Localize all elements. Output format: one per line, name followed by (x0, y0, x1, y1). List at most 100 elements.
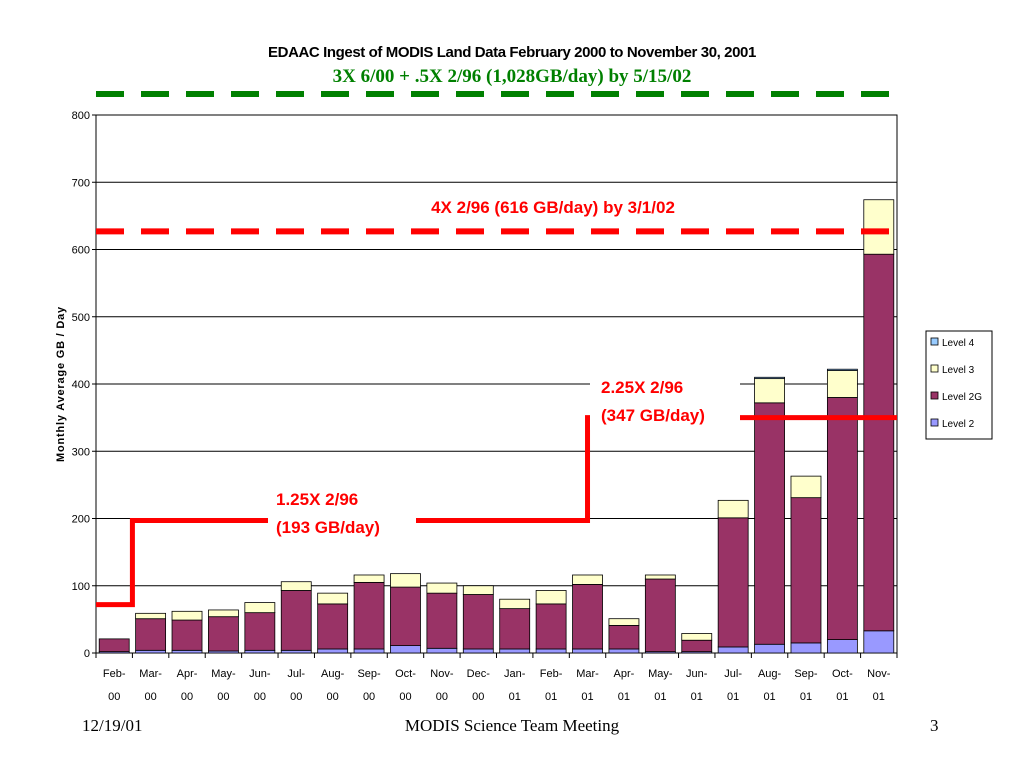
bar-segment-level-2 (353, 648, 385, 654)
bar-segment-level-2 (608, 648, 640, 654)
bar-segment-level-3 (135, 612, 167, 620)
bar-segment-level-3 (681, 633, 713, 641)
annotation-125x-line1: 1.25X 2/96 (276, 490, 358, 509)
x-tick-label: Feb- (540, 668, 563, 680)
bar-segment-level-2g (572, 584, 603, 650)
y-tick-label: 600 (72, 245, 90, 257)
legend-swatch-level-2 (930, 418, 939, 427)
bar-segment-level-2g (317, 603, 349, 650)
x-tick-label: 01 (618, 691, 630, 703)
y-tick-label: 400 (72, 379, 90, 391)
x-tick-label: Sep- (794, 668, 818, 680)
bar-segment-level-3 (499, 598, 531, 610)
x-tick-label: 01 (836, 691, 848, 703)
x-tick-label: Nov- (867, 668, 891, 680)
x-tick-label: Mar- (576, 668, 599, 680)
bar-segment-level-2 (717, 646, 749, 654)
x-tick-label: 00 (327, 691, 339, 703)
y-tick-label: 700 (72, 177, 90, 189)
bar-segment-level-2 (280, 649, 312, 654)
x-tick-label: 01 (800, 691, 812, 703)
bar-segment-level-2g (353, 581, 385, 650)
annotation-box-225x (590, 372, 740, 430)
legend-label-level-3: Level 3 (942, 365, 975, 376)
bar-segment-level-3 (462, 585, 494, 595)
bar-segment-level-2 (535, 648, 567, 654)
bar-segment-level-2g (244, 612, 276, 651)
bar-segment-level-3 (790, 475, 822, 499)
bar-segment-level-2g (98, 638, 130, 653)
bar-segment-level-3 (754, 378, 785, 404)
y-axis-label: Monthly Average GB / Day (55, 306, 67, 462)
bar-segment-level-2g (717, 517, 749, 648)
x-tick-label: 01 (873, 691, 885, 703)
bar-segment-level-2 (863, 630, 895, 654)
bar-segment-level-2g (135, 618, 167, 651)
x-tick-label: 00 (472, 691, 484, 703)
bar-segment-level-2 (317, 648, 349, 654)
bar-segment-level-2g (790, 497, 822, 644)
bar-segment-level-2g (462, 594, 494, 650)
x-tick-label: 01 (763, 691, 775, 703)
x-tick-label: May- (648, 668, 673, 680)
footer-page-number: 3 (930, 716, 939, 735)
bar-segment-level-3 (826, 370, 858, 398)
bar-segment-level-3 (608, 618, 640, 626)
x-tick-label: 01 (691, 691, 703, 703)
bar-segment-level-4 (754, 376, 785, 380)
bar-segment-level-2g (390, 586, 421, 647)
x-tick-label: 00 (363, 691, 375, 703)
bar-segment-level-2 (499, 648, 531, 654)
y-tick-label: 0 (84, 648, 90, 660)
x-tick-label: 00 (181, 691, 193, 703)
x-tick-label: Jul- (287, 668, 305, 680)
bar-segment-level-2g (426, 592, 458, 649)
bar-segment-level-3 (353, 574, 385, 583)
x-tick-label: Dec- (467, 668, 491, 680)
bar-segment-level-4 (826, 368, 858, 371)
x-tick-label: 01 (545, 691, 557, 703)
bar-segment-level-2 (390, 645, 421, 654)
x-tick-label: Oct- (832, 668, 853, 680)
x-tick-label: 00 (254, 691, 266, 703)
x-tick-label: Jan- (504, 668, 526, 680)
bar-segment-level-3 (717, 499, 749, 519)
y-tick-label: 500 (72, 312, 90, 324)
x-tick-label: Apr- (177, 668, 198, 680)
chart-title: EDAAC Ingest of MODIS Land Data February… (268, 44, 756, 61)
bar-segment-level-2g (535, 603, 567, 650)
x-tick-label: Jul- (724, 668, 742, 680)
bar-segment-level-2 (244, 649, 276, 654)
legend-label-level-2: Level 2 (942, 419, 975, 430)
y-tick-label: 300 (72, 446, 90, 458)
bar-segment-level-2g (499, 608, 531, 650)
x-tick-label: Nov- (430, 668, 454, 680)
footer-date: 12/19/01 (82, 716, 143, 735)
annotation-4x: 4X 2/96 (616 GB/day) by 3/1/02 (431, 198, 675, 217)
legend-swatch-level-4 (930, 337, 939, 346)
annotation-box-125x (268, 484, 416, 542)
legend-swatch-level-2g (930, 391, 939, 400)
bar-segment-level-2g (754, 402, 785, 645)
bar-segment-level-2 (754, 643, 785, 654)
x-tick-label: Aug- (321, 668, 345, 680)
bar-segment-level-2 (572, 648, 603, 654)
bar-segment-level-2 (135, 649, 167, 654)
bar-segment-level-2g (644, 578, 676, 653)
x-tick-label: Oct- (395, 668, 416, 680)
annotation-225x-line2: (347 GB/day) (601, 406, 705, 425)
x-tick-label: 00 (399, 691, 411, 703)
x-tick-label: 01 (581, 691, 593, 703)
bar-segment-level-2g (208, 616, 239, 652)
x-tick-label: Sep- (357, 668, 381, 680)
x-tick-label: 00 (436, 691, 448, 703)
legend-label-level-2g: Level 2G (942, 392, 982, 403)
bar-segment-level-3 (572, 574, 603, 585)
bar-segment-level-2g (826, 397, 858, 640)
x-tick-label: 01 (509, 691, 521, 703)
bar-segment-level-3 (644, 574, 676, 580)
footer-meeting: MODIS Science Team Meeting (404, 716, 620, 735)
x-tick-label: Aug- (758, 668, 782, 680)
